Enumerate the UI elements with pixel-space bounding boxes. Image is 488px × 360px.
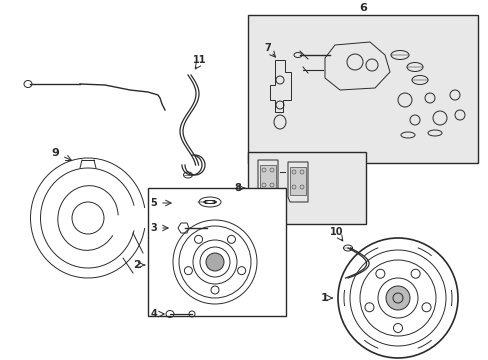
Text: 8: 8 [234, 183, 241, 193]
Text: 10: 10 [329, 227, 343, 237]
Bar [148, 188, 285, 316]
Text: 4: 4 [150, 309, 157, 319]
Text: 1: 1 [321, 293, 328, 303]
Text: 7: 7 [264, 43, 271, 53]
Bar [260, 165, 275, 193]
Text: 6: 6 [358, 3, 366, 13]
Circle shape [385, 286, 409, 310]
Bar [247, 15, 477, 163]
Text: 9: 9 [51, 148, 59, 158]
Text: 11: 11 [193, 55, 206, 65]
Text: 2: 2 [133, 260, 141, 270]
Bar [289, 167, 305, 195]
Circle shape [205, 253, 224, 271]
Text: 3: 3 [150, 223, 157, 233]
Text: 5: 5 [150, 198, 157, 208]
Bar [247, 152, 365, 224]
